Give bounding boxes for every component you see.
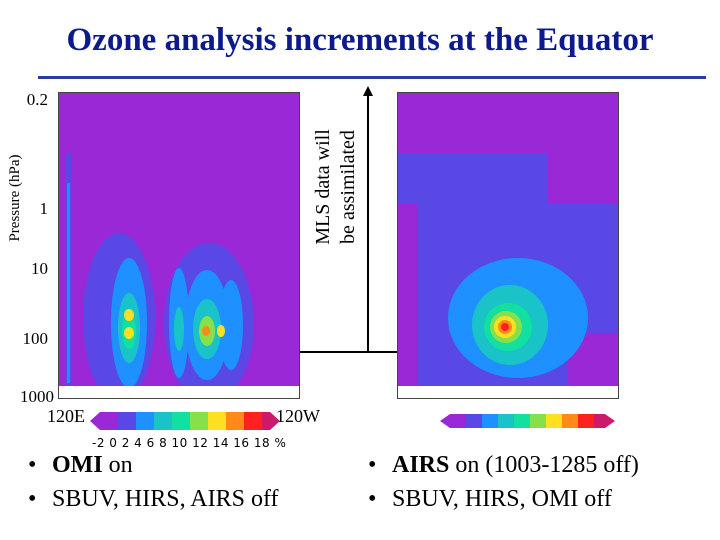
y-tick-0.2: 0.2	[26, 90, 48, 109]
left-contour-plot	[58, 92, 300, 399]
x-label-120w: 120W	[276, 406, 320, 426]
page-title: Ozone analysis increments at the Equator	[66, 22, 654, 58]
right-contour-plot	[397, 92, 619, 399]
mls-arrow	[300, 86, 408, 353]
right-bullet-list: • AIRS on (1003-1285 off) • SBUV, HIRS, OM…	[368, 448, 639, 516]
y-tick-1: 1	[39, 199, 49, 218]
title-underline	[38, 76, 706, 79]
y-axis-label: Pressure (hPa)	[7, 154, 23, 242]
y-tick-10: 10	[31, 259, 48, 278]
right-contour-svg	[398, 93, 618, 398]
right-bullet-1: • AIRS on (1003-1285 off)	[368, 452, 639, 478]
y-tick-100: 100	[22, 329, 49, 348]
left-bullet-2: • SBUV, HIRS, AIRS off	[28, 486, 279, 512]
y-tick-1000: 1000	[20, 387, 54, 406]
left-bullet-1: • OMI on	[28, 452, 133, 478]
colorbar-labels: -2 0 2 4 6 8 10 12 14 16 18 %	[92, 436, 287, 450]
x-label-120e: 120E	[47, 406, 85, 426]
right-colorbar	[440, 414, 615, 428]
left-bullet-list: • OMI on • SBUV, HIRS, AIRS off	[28, 448, 279, 516]
right-bullet-2: • SBUV, HIRS, OMI off	[368, 486, 612, 512]
left-colorbar	[90, 412, 280, 430]
left-contour-svg	[59, 93, 299, 398]
